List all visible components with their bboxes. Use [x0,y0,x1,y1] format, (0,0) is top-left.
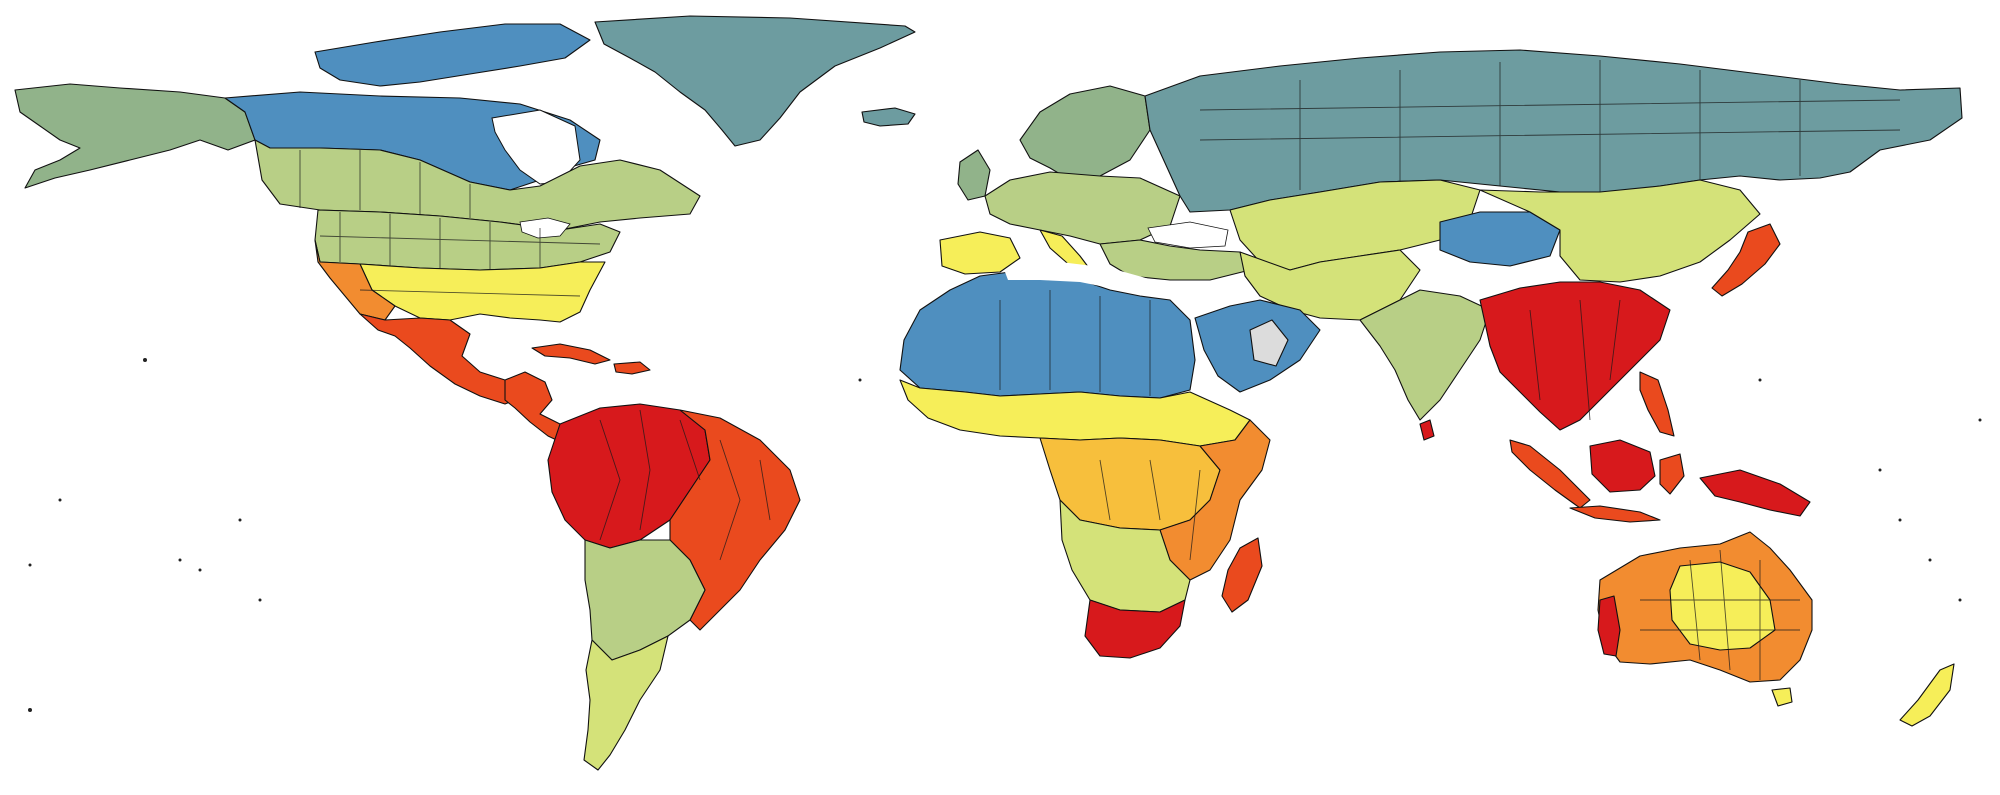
region-madagascar [1221,537,1263,613]
region-mexico [359,313,521,405]
admin-borders [299,60,1901,680]
region-india [1359,289,1491,421]
region-tasmania [1771,687,1793,707]
region-east-africa [1159,419,1271,581]
region-south-china-se-asia [1479,281,1671,431]
region-caribbean-cuba [531,343,611,365]
region-alaska [14,83,256,189]
region-scandinavia [1019,85,1151,181]
region-australia-interior [1669,561,1776,651]
region-arabia-no-data [1249,319,1289,367]
region-philippines [1639,371,1675,437]
region-sulawesi [1659,453,1685,495]
region-greenland [594,15,916,147]
region-china-north [1479,179,1761,283]
region-caribbean-hispaniola [613,361,651,375]
region-new-zealand [1899,663,1955,727]
pacific-islands [28,358,1982,712]
region-iberia [939,231,1021,275]
region-western-australia-coast [1597,595,1621,657]
region-iceland [861,107,916,127]
region-canada-arctic-islands [314,23,591,87]
region-borneo [1589,439,1656,493]
region-brazil-east [669,409,801,631]
region-sri-lanka [1419,419,1435,441]
region-south-america-central [584,539,706,661]
region-usa-south [359,261,606,323]
region-mongolia [1439,211,1561,267]
region-sumatra [1509,439,1591,509]
region-java [1569,505,1661,523]
region-argentina-patagonia [583,635,669,771]
region-japan [1711,223,1781,297]
region-new-guinea [1699,469,1811,517]
region-united-kingdom [957,149,991,201]
region-south-africa [1084,599,1186,659]
